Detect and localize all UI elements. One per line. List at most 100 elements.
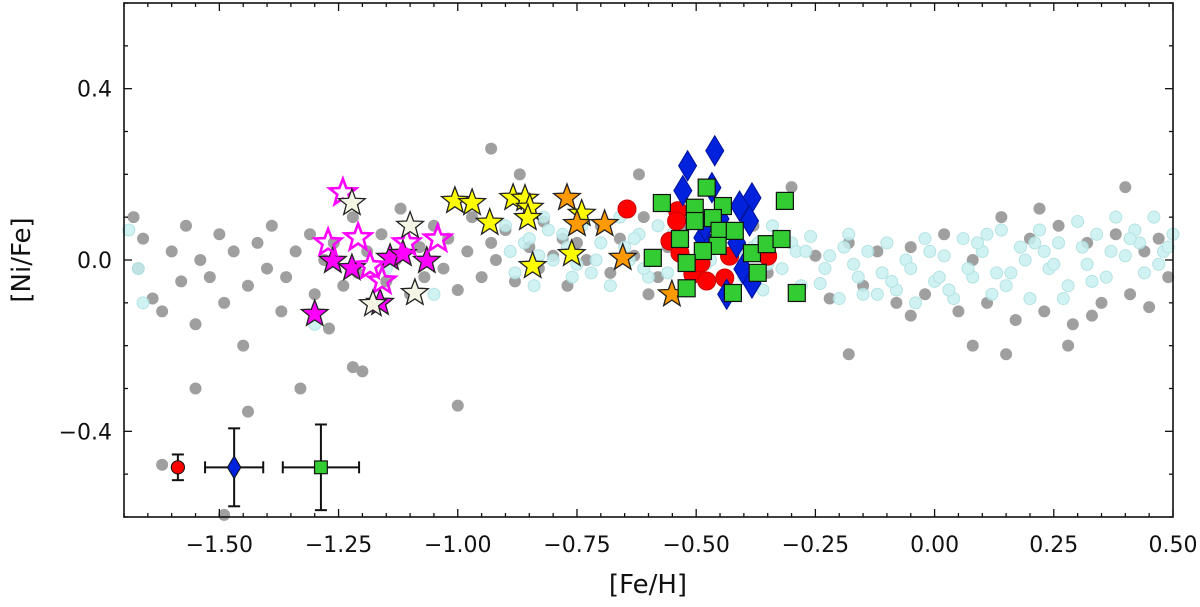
cyan-point <box>923 244 937 258</box>
gray-point <box>179 219 192 232</box>
cyan-point <box>136 296 150 310</box>
cyan-point <box>546 253 560 267</box>
gray-point <box>127 211 140 224</box>
gray-point <box>346 361 359 374</box>
cyan-point <box>909 296 923 310</box>
gray-point <box>346 211 359 224</box>
gray-point <box>375 228 388 241</box>
magenta-open-star <box>389 225 424 258</box>
gray-point <box>289 245 302 258</box>
gray-point <box>227 245 240 258</box>
cyan-point <box>918 232 932 246</box>
gray-point <box>938 228 951 241</box>
gray-point <box>175 275 188 288</box>
gray-point <box>485 236 498 249</box>
blue-diamond <box>740 205 760 237</box>
gray-point <box>1124 288 1137 301</box>
gray-point <box>952 305 965 318</box>
beige-star <box>336 187 367 216</box>
magenta-star <box>299 298 330 327</box>
gray-point <box>632 168 645 181</box>
series-gray-point <box>127 142 1175 521</box>
x-tick-label: −1.25 <box>305 533 372 558</box>
cyan-point <box>603 279 617 293</box>
gray-point <box>1095 296 1108 309</box>
cyan-point <box>832 292 846 306</box>
gray-point <box>461 245 474 258</box>
y-tick-label: 0.4 <box>77 78 112 103</box>
x-tick-label: −1.00 <box>424 533 491 558</box>
cyan-point <box>1061 279 1075 293</box>
cyan-point <box>427 287 441 301</box>
beige-star <box>399 277 430 306</box>
yellow-star <box>439 185 470 214</box>
yellow-star <box>556 238 587 267</box>
error-bar-blue <box>204 427 265 508</box>
gray-point <box>966 339 979 352</box>
cyan-point <box>990 266 1004 280</box>
cyan-point <box>565 270 579 284</box>
cyan-point <box>1052 236 1066 250</box>
gray-point <box>418 271 431 284</box>
cyan-point <box>1123 232 1137 246</box>
gray-point <box>513 168 526 181</box>
cyan-point <box>589 253 603 267</box>
gray-point <box>1062 339 1075 352</box>
gray-point <box>890 296 903 309</box>
gray-point <box>165 245 178 258</box>
x-axis-label: [Fe/H] <box>609 570 687 600</box>
green-square <box>787 283 806 303</box>
cyan-point <box>861 244 875 258</box>
cyan-point <box>870 287 884 301</box>
cyan-point <box>122 223 136 237</box>
cyan-point <box>818 262 832 276</box>
gray-point <box>356 365 369 378</box>
gray-point <box>241 279 254 292</box>
cyan-point <box>994 223 1008 237</box>
yellow-star <box>474 206 505 236</box>
gray-point <box>1066 318 1079 331</box>
cyan-point <box>851 270 865 284</box>
blue-diamond <box>705 134 725 167</box>
cyan-point <box>880 236 894 250</box>
gray-point <box>218 296 231 309</box>
yellow-star <box>512 202 543 231</box>
gray-point <box>251 236 264 249</box>
cyan-point <box>980 227 994 241</box>
x-tick-label: −0.50 <box>662 533 729 558</box>
gray-point <box>1000 348 1013 361</box>
cyan-point <box>937 249 951 263</box>
magenta-open-star <box>341 219 375 253</box>
y-tick-label: −0.4 <box>59 420 112 445</box>
gray-point <box>156 458 169 471</box>
gray-point <box>156 305 169 318</box>
gray-point <box>919 288 932 301</box>
cyan-point <box>1109 210 1123 224</box>
green-square <box>748 263 767 282</box>
error-bar-marker-green <box>313 460 328 475</box>
cyan-point <box>799 244 813 258</box>
gray-point <box>308 288 321 301</box>
cyan-point <box>522 232 536 246</box>
cyan-point <box>985 287 999 301</box>
gray-point <box>785 181 798 194</box>
x-tick-label: 0.00 <box>910 533 959 558</box>
green-square <box>643 248 662 267</box>
x-tick-label: 0.50 <box>1149 533 1198 558</box>
green-square <box>723 283 742 303</box>
cyan-point <box>1147 210 1161 224</box>
magenta-star <box>336 252 367 282</box>
cyan-point <box>837 240 851 254</box>
gray-point <box>1109 228 1122 241</box>
gray-point <box>809 249 822 262</box>
green-square <box>685 211 704 231</box>
series-yellow-star <box>439 182 597 279</box>
cyan-point <box>813 277 827 291</box>
axis-ticks: −1.50 −1.25 −1.00 −0.75 −0.50 −0.25 0.00 0.25 0.… <box>59 2 1198 558</box>
gray-point <box>189 382 202 395</box>
cyan-point <box>503 244 517 258</box>
cyan-point <box>1028 236 1042 250</box>
green-square <box>677 279 696 298</box>
plot-marks <box>122 134 1180 521</box>
magenta-open-star <box>365 263 399 296</box>
